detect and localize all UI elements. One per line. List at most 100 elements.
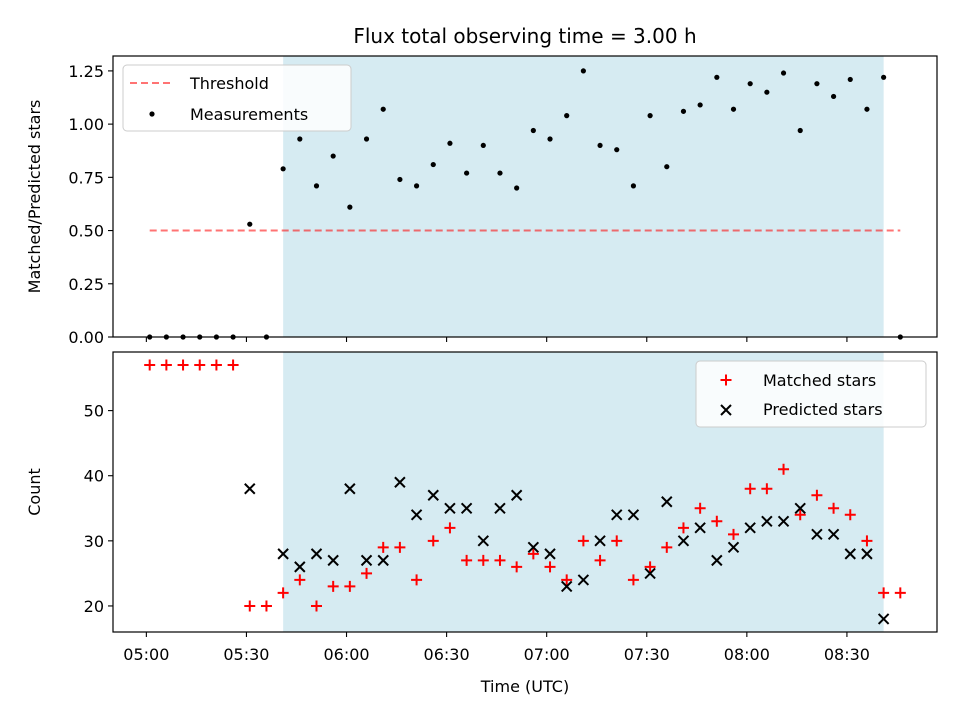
measurement-point	[797, 127, 803, 134]
matched-star-point	[394, 541, 406, 553]
x-tick-label: 05:00	[123, 645, 169, 664]
predicted-star-point	[827, 528, 840, 541]
matched-star-point	[494, 554, 506, 566]
measurement-point	[397, 176, 403, 183]
measurement-point	[380, 106, 386, 112]
predicted-star-point	[644, 567, 656, 580]
matched-star-point	[594, 554, 606, 566]
predicted-star-point	[844, 548, 856, 560]
measurement-point	[697, 102, 703, 108]
predicted-star-point	[410, 509, 423, 521]
axes-frame	[112, 55, 938, 338]
predicted-star-point	[560, 580, 573, 593]
matched-star-point	[661, 541, 673, 553]
measurement-point	[847, 76, 853, 83]
measurement-point	[597, 142, 603, 149]
predicted-star-point	[861, 548, 873, 560]
matched-star-point	[794, 509, 806, 521]
measurement-point	[747, 81, 753, 87]
measurement-point	[480, 142, 486, 149]
y-tick-label: 40	[84, 467, 104, 486]
legend-predicted-label: Predicted stars	[763, 400, 883, 419]
predicted-star-point	[611, 509, 623, 521]
measurement-point	[714, 74, 720, 80]
matched-star-point	[194, 359, 206, 371]
predicted-star-point	[444, 502, 456, 514]
measurement-point	[730, 106, 737, 112]
predicted-star-point	[310, 548, 323, 560]
y-tick-label: 0.50	[68, 222, 104, 241]
matched-star-point	[511, 561, 523, 573]
predicted-star-point	[794, 502, 806, 514]
matched-star-point	[811, 489, 823, 501]
measurement-point	[297, 136, 303, 142]
predicted-star-point	[694, 522, 706, 534]
predicted-star-point	[360, 554, 373, 567]
measurement-point	[864, 106, 870, 112]
x-axis-label: Time (UTC)	[480, 677, 569, 696]
y-tick-label: 20	[84, 597, 104, 616]
x-tick-label: 06:30	[424, 645, 470, 664]
x-tick-label: 08:00	[724, 645, 770, 664]
measurement-point	[347, 204, 353, 210]
measurement-point	[647, 113, 653, 119]
predicted-star-point	[594, 535, 606, 547]
matched-star-point	[361, 567, 373, 579]
measurement-point	[630, 183, 637, 189]
y-tick-label: 0.75	[68, 168, 104, 187]
matched-star-point	[677, 522, 689, 534]
measurement-point	[247, 221, 253, 227]
matched-star-point	[611, 535, 623, 547]
measurement-point	[664, 164, 670, 170]
matched-star-point	[744, 483, 756, 495]
legend-measurements-swatch	[149, 111, 155, 117]
chart-legend-layer: Threshold Measurements Matched stars Predic…	[122, 64, 927, 428]
legend-matched-swatch	[720, 374, 732, 386]
matched-star-point	[427, 535, 439, 547]
y-axis-label: Matched/Predicted stars	[25, 100, 44, 294]
x-tick-label: 07:30	[624, 645, 670, 664]
y-tick-label: 30	[84, 532, 104, 551]
matched-star-point	[544, 561, 556, 573]
legend-matched-label: Matched stars	[763, 371, 876, 390]
legend-box	[122, 64, 352, 132]
matched-star-point	[461, 554, 473, 566]
matched-star-point	[144, 359, 156, 371]
predicted-star-point	[544, 548, 556, 560]
observing-window-shade	[283, 56, 884, 337]
measurement-point	[430, 161, 436, 168]
chart-title: Flux total observing time = 3.00 h	[353, 24, 696, 48]
matched-star-point	[711, 515, 723, 527]
matched-star-point	[177, 359, 189, 371]
predicted-star-point	[494, 502, 506, 514]
measurement-point	[547, 136, 553, 142]
measurement-point	[564, 113, 570, 119]
measurement-point	[830, 93, 837, 100]
x-tick-label: 08:30	[824, 645, 870, 664]
matched-star-point	[761, 483, 773, 495]
measurement-point	[580, 68, 586, 74]
x-tick-label: 07:00	[524, 645, 570, 664]
predicted-star-point	[661, 496, 673, 508]
measurement-point	[280, 166, 286, 172]
chart-axes-layer	[108, 55, 938, 637]
y-tick-label: 1.00	[68, 115, 104, 134]
predicted-star-point	[427, 489, 439, 501]
measurement-point	[814, 81, 820, 87]
measurement-point	[514, 185, 520, 191]
x-tick-label: 06:00	[323, 645, 369, 664]
measurement-point	[464, 170, 470, 176]
matched-star-point	[644, 561, 656, 573]
matched-star-point	[844, 509, 856, 521]
matched-star-point	[277, 587, 289, 599]
chart-text-layer: 0.00 0.25 0.50 0.75 1.00 1.25 Flux total obser…	[25, 24, 870, 696]
y-axis-label: Count	[25, 468, 44, 516]
measurement-point	[780, 70, 787, 76]
matched-star-point	[344, 580, 356, 592]
matched-star-point	[227, 359, 239, 371]
x-tick-label: 05:30	[223, 645, 269, 664]
measurement-point	[497, 170, 503, 176]
predicted-star-point	[777, 515, 790, 528]
legend-box	[695, 360, 927, 428]
